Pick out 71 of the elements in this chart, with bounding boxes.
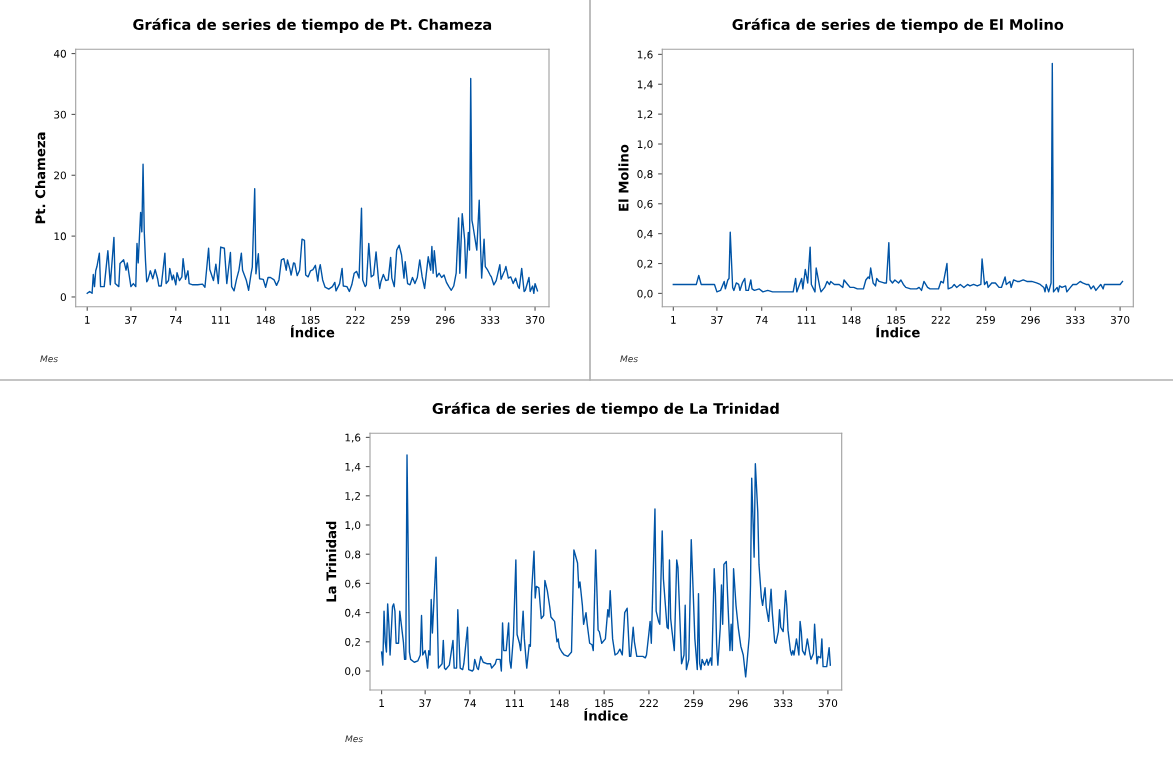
y-tick-label: 0,8 <box>345 550 361 560</box>
x-tick-label: 74 <box>755 316 768 324</box>
y-tick-label: 1,6 <box>345 433 361 443</box>
x-tick-label: 333 <box>774 699 793 708</box>
x-tick-label: 259 <box>976 315 995 324</box>
y-tick-label: 1,2 <box>637 110 653 120</box>
y-tick-label: 1,4 <box>345 462 361 472</box>
y-tick-label: 0,2 <box>637 259 653 269</box>
y-tick-label: 0,6 <box>637 200 653 209</box>
x-axis-title: Índice <box>291 325 335 338</box>
text: Mes <box>345 735 363 743</box>
line-series <box>672 62 1124 293</box>
y-axis-title: El Molino <box>618 144 629 211</box>
x-tick-label: 37 <box>711 315 723 324</box>
x-tick-label: 111 <box>797 316 816 324</box>
x-tick-label: 148 <box>842 315 861 324</box>
y-tick-label: 1,0 <box>345 521 361 531</box>
x-tick-label: 259 <box>391 315 410 324</box>
x-tick-label: 37 <box>419 699 431 708</box>
y-tick-label: 1,4 <box>637 80 653 90</box>
x-tick-label: 296 <box>1021 315 1040 324</box>
x-tick-label: 74 <box>464 699 476 707</box>
x-tick-label: 296 <box>436 315 455 324</box>
y-tick-label: 1,0 <box>637 140 653 150</box>
x-tick-label: 111 <box>505 699 524 707</box>
x-tick-label: 148 <box>550 699 569 708</box>
y-tick-label: 0,2 <box>345 638 360 647</box>
x-axis-title: Índice <box>584 708 628 721</box>
y-tick-label: 10 <box>54 232 66 241</box>
y-tick-label: 0,6 <box>345 579 361 589</box>
x-tick-label: 1 <box>671 316 676 324</box>
y-tick-label: 20 <box>54 171 66 180</box>
x-tick-label: 222 <box>346 315 365 324</box>
chart-title: Gráfica de series de tiempo de Pt. Chameza <box>133 18 492 33</box>
x-tick-label: 222 <box>931 315 950 324</box>
x-tick-label: 333 <box>480 315 500 324</box>
y-tick-label: 30 <box>54 110 66 119</box>
x-tick-label: 333 <box>1066 315 1085 324</box>
x-tick-label: 370 <box>525 315 545 324</box>
x-tick-label: 185 <box>887 315 906 324</box>
text: Mes <box>620 355 638 363</box>
x-tick-label: 370 <box>1110 315 1130 324</box>
x-axis-title: Índice <box>876 325 920 338</box>
y-tick-label: 0,0 <box>637 289 653 299</box>
y-tick-label: 40 <box>53 49 66 58</box>
x-tick-label: 1 <box>85 316 90 324</box>
y-tick-label: 0,4 <box>637 229 653 239</box>
y-axis-title: La Trinidad <box>326 521 337 602</box>
y-tick-label: 1,6 <box>637 50 653 60</box>
line-series <box>86 77 539 295</box>
chart-title: Gráfica de series de tiempo de El Molino <box>732 18 1064 33</box>
y-tick-label: 0 <box>60 293 66 302</box>
chart-title: Gráfica de series de tiempo de La Trinidad <box>432 402 779 417</box>
x-tick-label: 185 <box>595 699 614 708</box>
x-tick-label: 1 <box>379 699 384 707</box>
y-tick-label: 0,0 <box>345 667 361 677</box>
y-axis-title: Pt. Chameza <box>35 132 46 224</box>
x-tick-label: 222 <box>639 699 658 707</box>
text: Mes <box>40 355 58 363</box>
x-tick-label: 37 <box>125 315 137 324</box>
x-tick-label: 111 <box>211 316 230 324</box>
y-tick-label: 0,8 <box>637 170 653 180</box>
x-tick-label: 370 <box>818 699 838 708</box>
x-tick-label: 185 <box>301 315 320 324</box>
x-tick-label: 148 <box>256 315 275 324</box>
y-tick-label: 1,2 <box>345 492 360 501</box>
x-tick-label: 74 <box>170 316 182 324</box>
y-tick-label: 0,4 <box>345 608 361 618</box>
x-tick-label: 296 <box>729 699 748 708</box>
line-series <box>380 454 832 678</box>
x-tick-label: 259 <box>684 699 703 708</box>
